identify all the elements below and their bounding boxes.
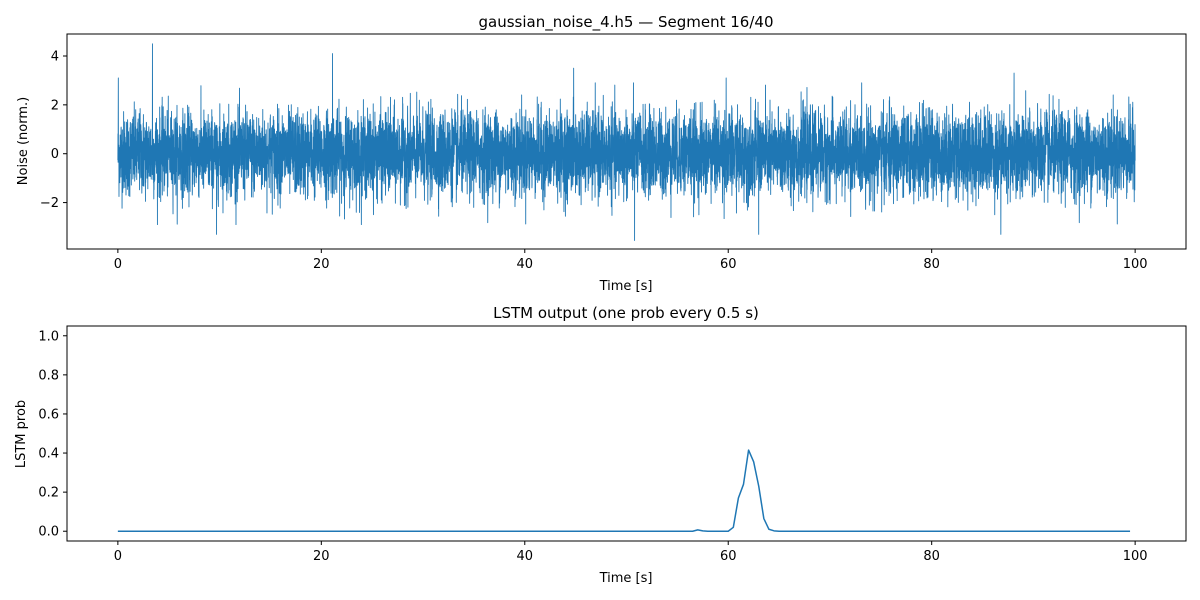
x-tick-label: 100 [1123, 549, 1148, 564]
y-tick-label: 0 [51, 147, 59, 162]
y-tick-label: 1.0 [38, 329, 59, 344]
noise-chart: gaussian_noise_4.h5 — Segment 16/40 0 20 4… [16, 13, 1187, 294]
noise-plot-area [117, 43, 1136, 241]
x-tick-label: 0 [114, 549, 122, 564]
x-tick-label: 20 [313, 257, 330, 272]
lstm-plot-area [117, 449, 1131, 532]
lstm-x-label: Time [s] [599, 571, 653, 586]
noise-x-label: Time [s] [599, 279, 653, 294]
x-tick-label: 80 [923, 549, 940, 564]
x-tick-label: 60 [720, 257, 737, 272]
lstm-x-ticks: 0 20 40 60 80 100 [114, 541, 1148, 564]
y-tick-label: 4 [51, 49, 59, 64]
x-tick-label: 40 [516, 549, 533, 564]
y-tick-label: −2 [40, 196, 59, 211]
y-tick-label: 2 [51, 98, 59, 113]
noise-y-label: Noise (norm.) [16, 97, 31, 185]
noise-chart-title: gaussian_noise_4.h5 — Segment 16/40 [478, 13, 773, 32]
lstm-series-line [117, 449, 1131, 532]
x-tick-label: 80 [923, 257, 940, 272]
y-tick-label: 0.2 [38, 486, 59, 501]
y-tick-label: 0.6 [38, 407, 59, 422]
lstm-y-ticks: 0.0 0.2 0.4 0.6 0.8 1.0 [38, 329, 67, 540]
y-tick-label: 0.4 [38, 447, 59, 462]
noise-x-ticks: 0 20 40 60 80 100 [114, 249, 1148, 272]
lstm-chart-title: LSTM output (one prob every 0.5 s) [493, 304, 759, 322]
noise-series-line [117, 43, 1136, 241]
x-tick-label: 40 [516, 257, 533, 272]
lstm-axes-frame [66, 325, 1187, 542]
x-tick-label: 60 [720, 549, 737, 564]
x-tick-label: 20 [313, 549, 330, 564]
noise-y-ticks: −2 0 2 4 [40, 49, 67, 211]
lstm-chart: LSTM output (one prob every 0.5 s) 0 20 40… [14, 304, 1187, 586]
noise-axes-frame [66, 33, 1187, 250]
lstm-y-label: LSTM prob [14, 400, 29, 468]
x-tick-label: 0 [114, 257, 122, 272]
y-tick-label: 0.0 [38, 525, 59, 540]
x-tick-label: 100 [1123, 257, 1148, 272]
y-tick-label: 0.8 [38, 368, 59, 383]
